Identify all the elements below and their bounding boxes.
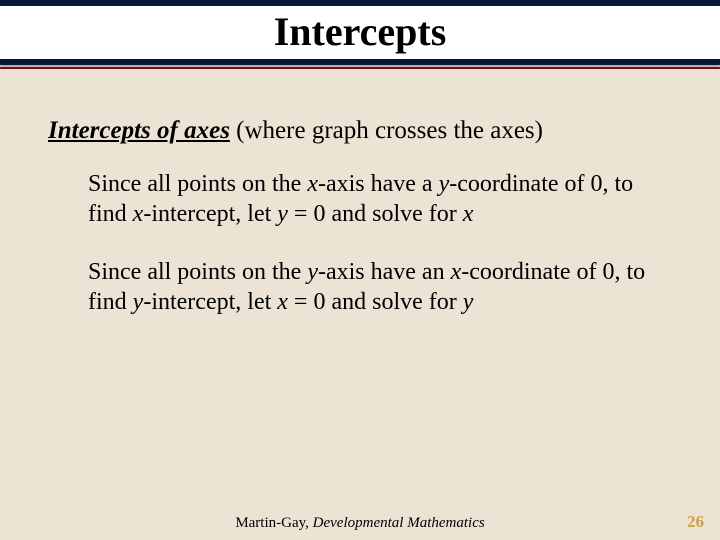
paragraph-1: Since all points on the x-axis have a y-… xyxy=(88,169,672,229)
footer-author: Martin-Gay, xyxy=(235,515,312,531)
heading-term: Intercepts of axes xyxy=(48,117,230,144)
footer: Martin-Gay, Developmental Mathematics xyxy=(0,515,720,532)
slide: Intercepts Intercepts of axes (where gra… xyxy=(0,0,720,540)
footer-book: Developmental Mathematics xyxy=(313,515,485,531)
title-band: Intercepts xyxy=(0,0,720,65)
paragraph-2: Since all points on the y-axis have an x… xyxy=(88,257,672,317)
content-area: Intercepts of axes (where graph crosses … xyxy=(0,69,720,540)
heading-rest: (where graph crosses the axes) xyxy=(230,117,543,144)
page-number: 26 xyxy=(687,512,704,532)
section-heading: Intercepts of axes (where graph crosses … xyxy=(48,117,672,145)
slide-title: Intercepts xyxy=(0,8,720,55)
